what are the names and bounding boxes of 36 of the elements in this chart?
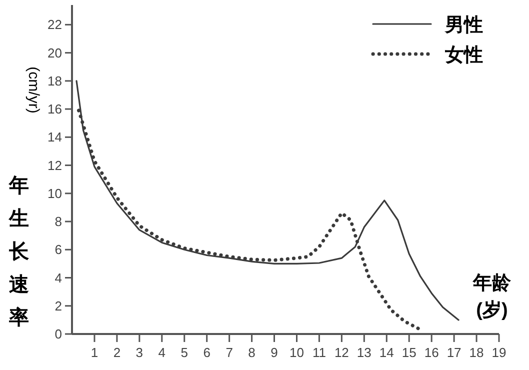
x-tick-label: 6	[203, 345, 210, 360]
x-tick-label: 8	[248, 345, 256, 360]
x-tick-label: 5	[180, 345, 188, 360]
legend-label: 女性	[444, 45, 483, 66]
x-tick-label: 3	[136, 345, 144, 360]
x-tick-label: 4	[158, 345, 166, 360]
y-tick-label: 14	[48, 130, 62, 145]
y-tick-label: 16	[48, 102, 62, 117]
x-tick-label: 10	[290, 345, 304, 360]
x-tick-label: 1	[90, 345, 98, 360]
x-tick-label: 16	[424, 345, 439, 360]
x-tick-label: 15	[402, 345, 416, 360]
y-tick-label: 12	[48, 158, 62, 173]
y-tick-label: 10	[48, 186, 62, 201]
legend-label: 男性	[444, 15, 483, 36]
x-tick-label: 17	[446, 345, 462, 360]
x-tick-label: 13	[356, 345, 372, 360]
x-tick-label: 12	[334, 345, 349, 360]
y-tick-label: 22	[48, 17, 62, 32]
y-tick-label: 20	[48, 45, 62, 60]
y-tick-label: 4	[54, 270, 62, 286]
y-tick-label: 8	[54, 214, 62, 230]
x-tick-label: 18	[469, 345, 484, 360]
x-tick-label: 9	[270, 345, 278, 360]
x-tick-label: 7	[226, 345, 233, 360]
y-tick-label: 6	[54, 242, 62, 258]
x-tick-label: 14	[379, 345, 394, 360]
x-tick-label: 11	[312, 345, 326, 360]
y-axis-title: 年生长速率	[8, 175, 30, 329]
x-axis-title: 年龄 (岁)	[472, 273, 512, 321]
text: (cm/yr)	[25, 66, 42, 114]
x-tick-label: 19	[492, 345, 506, 360]
y-tick-label: 2	[54, 298, 62, 314]
y-tick-label: 0	[54, 326, 62, 342]
y-tick-label: 18	[48, 73, 62, 88]
x-tick-label: 2	[113, 345, 121, 360]
